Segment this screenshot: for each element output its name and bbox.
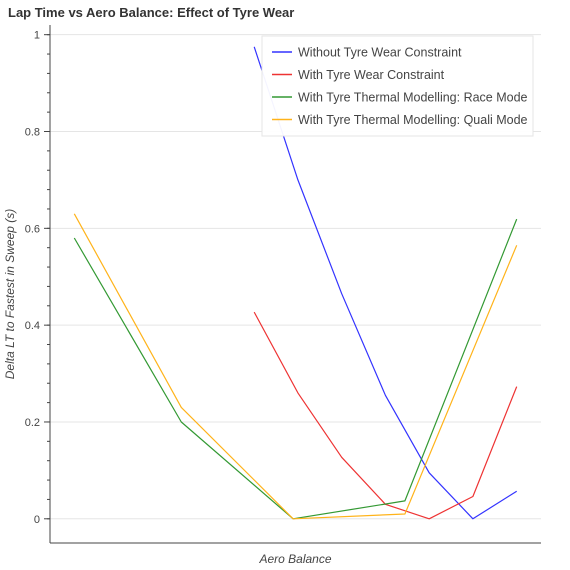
axes-layer: 0 0.2 0.4 0.6 0.8 1 xyxy=(25,25,541,544)
y-tick-label: 0 xyxy=(34,514,40,526)
series-line-2 xyxy=(253,311,518,520)
chart-title: Lap Time vs Aero Balance: Effect of Tyre… xyxy=(8,5,295,20)
series-layer xyxy=(73,46,518,520)
legend: Without Tyre Wear Constraint With Tyre We… xyxy=(261,35,534,137)
legend-label: With Tyre Thermal Modelling: Race Mode xyxy=(298,91,528,105)
legend-label: With Tyre Wear Constraint xyxy=(298,68,445,82)
legend-label: With Tyre Thermal Modelling: Quali Mode xyxy=(298,113,528,127)
x-axis-label: Aero Balance xyxy=(258,552,331,566)
series-line-4 xyxy=(73,213,518,520)
legend-label: Without Tyre Wear Constraint xyxy=(298,46,462,60)
series-line-1 xyxy=(253,46,518,520)
y-tick-label: 0.2 xyxy=(25,417,40,429)
y-tick-label: 0.8 xyxy=(25,127,40,139)
series-line-3 xyxy=(73,218,518,520)
legend-box xyxy=(261,35,534,137)
y-tick-label: 0.6 xyxy=(25,223,40,235)
y-tick-label: 1 xyxy=(34,30,40,42)
y-axis-label: Delta LT to Fastest in Sweep (s) xyxy=(3,209,17,380)
y-tick-label: 0.4 xyxy=(25,320,40,332)
